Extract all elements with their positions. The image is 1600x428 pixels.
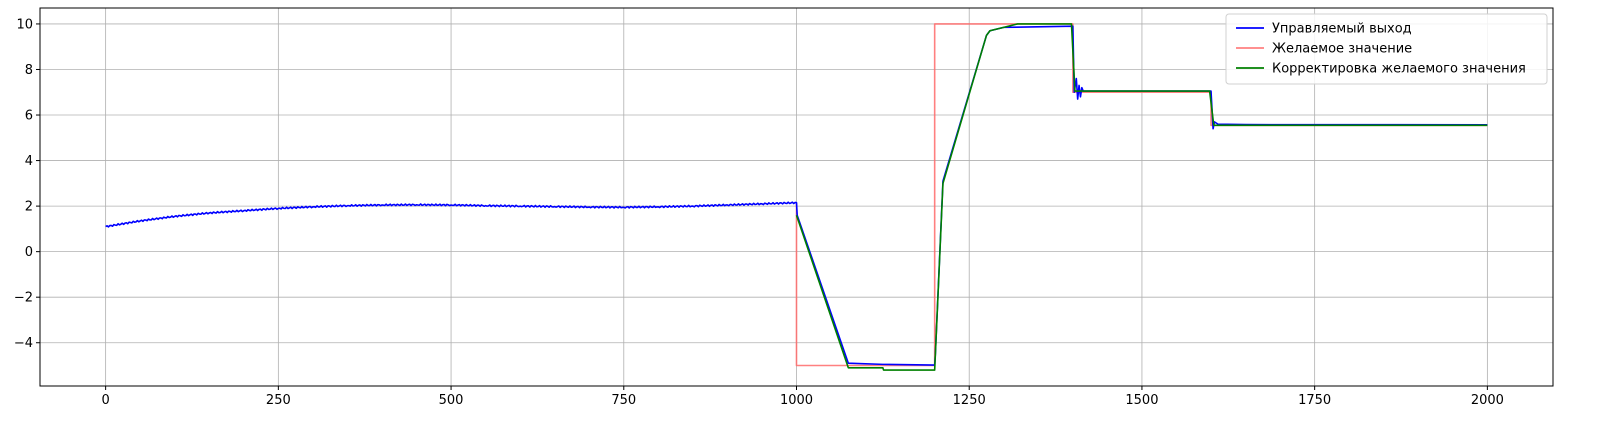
x-tick-label: 1750 <box>1298 393 1331 408</box>
y-tick-label: 2 <box>25 200 33 215</box>
x-tick-label: 1000 <box>780 393 813 408</box>
legend: Управляемый выход Желаемое значение Коррек… <box>1225 13 1548 85</box>
plot-series <box>105 23 1488 371</box>
legend-label: Управляемый выход <box>1272 22 1412 37</box>
y-tick-label: 0 <box>25 245 33 260</box>
series-line-1 <box>795 23 1488 367</box>
y-tick-label: −4 <box>14 336 33 351</box>
x-tick-label: 1250 <box>953 393 986 408</box>
y-tick-label: 10 <box>16 17 33 32</box>
legend-label: Корректировка желаемого значения <box>1272 62 1526 77</box>
y-tick-label: −2 <box>14 291 33 306</box>
x-tick-label: 0 <box>101 393 109 408</box>
legend-box <box>1225 13 1548 85</box>
legend-label: Желаемое значение <box>1272 42 1412 57</box>
x-tick-label: 750 <box>611 393 636 408</box>
axis-ticks: 0 250 500 750 1000 1250 1500 1750 2000 −4 −2 0 2 4 6 8 1… <box>14 17 1504 408</box>
series-line-2 <box>795 23 1488 371</box>
y-tick-label: 8 <box>25 63 33 78</box>
series-line-0 <box>105 25 1488 366</box>
y-tick-label: 4 <box>25 154 33 169</box>
x-tick-label: 500 <box>439 393 464 408</box>
x-tick-label: 250 <box>266 393 291 408</box>
x-tick-label: 1500 <box>1125 393 1158 408</box>
x-tick-label: 2000 <box>1471 393 1504 408</box>
y-tick-label: 6 <box>25 109 33 124</box>
